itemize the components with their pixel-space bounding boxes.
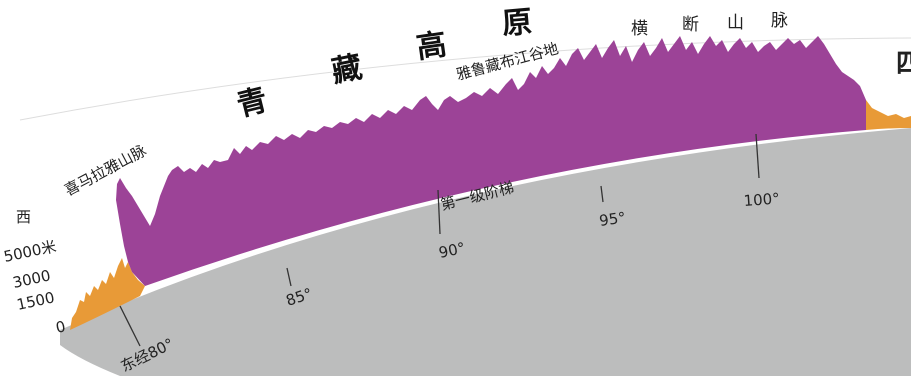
himalaya-label: 喜马拉雅山脉 — [61, 141, 149, 199]
direction-east-partial-label: 四 — [896, 49, 911, 79]
plateau-char-4: 原 — [501, 4, 534, 41]
longitude-label-90: 90° — [437, 239, 467, 262]
longitude-tick-3 — [600, 185, 604, 203]
longitude-tick-1 — [286, 267, 292, 287]
hengduan-char-4: 脉 — [771, 11, 788, 31]
plateau-char-1: 青 — [233, 83, 271, 124]
longitude-ticks — [119, 133, 760, 347]
lowland-west-profile — [70, 258, 145, 330]
plateau-title: 青 藏 高 原 — [233, 4, 533, 123]
elevation-tick-0: 0 — [54, 317, 67, 337]
longitude-label-95: 95° — [598, 208, 627, 230]
longitude-label-100: 100° — [743, 190, 780, 210]
crust-band — [60, 128, 911, 376]
hengduan-char-3: 山 — [727, 13, 744, 33]
hengduan-char-1: 横 — [631, 19, 648, 39]
longitude-tick-4 — [755, 133, 760, 179]
elevation-tick-1500: 1500 — [15, 288, 56, 314]
lowland-east-profile — [866, 100, 911, 130]
direction-west-label: 西 — [16, 208, 31, 226]
longitude-tick-2 — [437, 189, 441, 235]
reference-arc — [19, 37, 911, 121]
plateau-char-3: 高 — [414, 27, 449, 66]
hengduan-char-2: 断 — [682, 15, 699, 35]
longitude-tick-0 — [119, 305, 141, 347]
hengduan-label: 横 断 山 脉 — [631, 11, 788, 39]
plateau-char-2: 藏 — [329, 50, 365, 90]
plateau-profile — [116, 36, 866, 286]
elevation-tick-3000: 3000 — [11, 266, 52, 292]
elevation-tick-5000: 5000米 — [2, 237, 58, 266]
elevation-axis: 5000米 3000 1500 0 — [2, 237, 67, 337]
